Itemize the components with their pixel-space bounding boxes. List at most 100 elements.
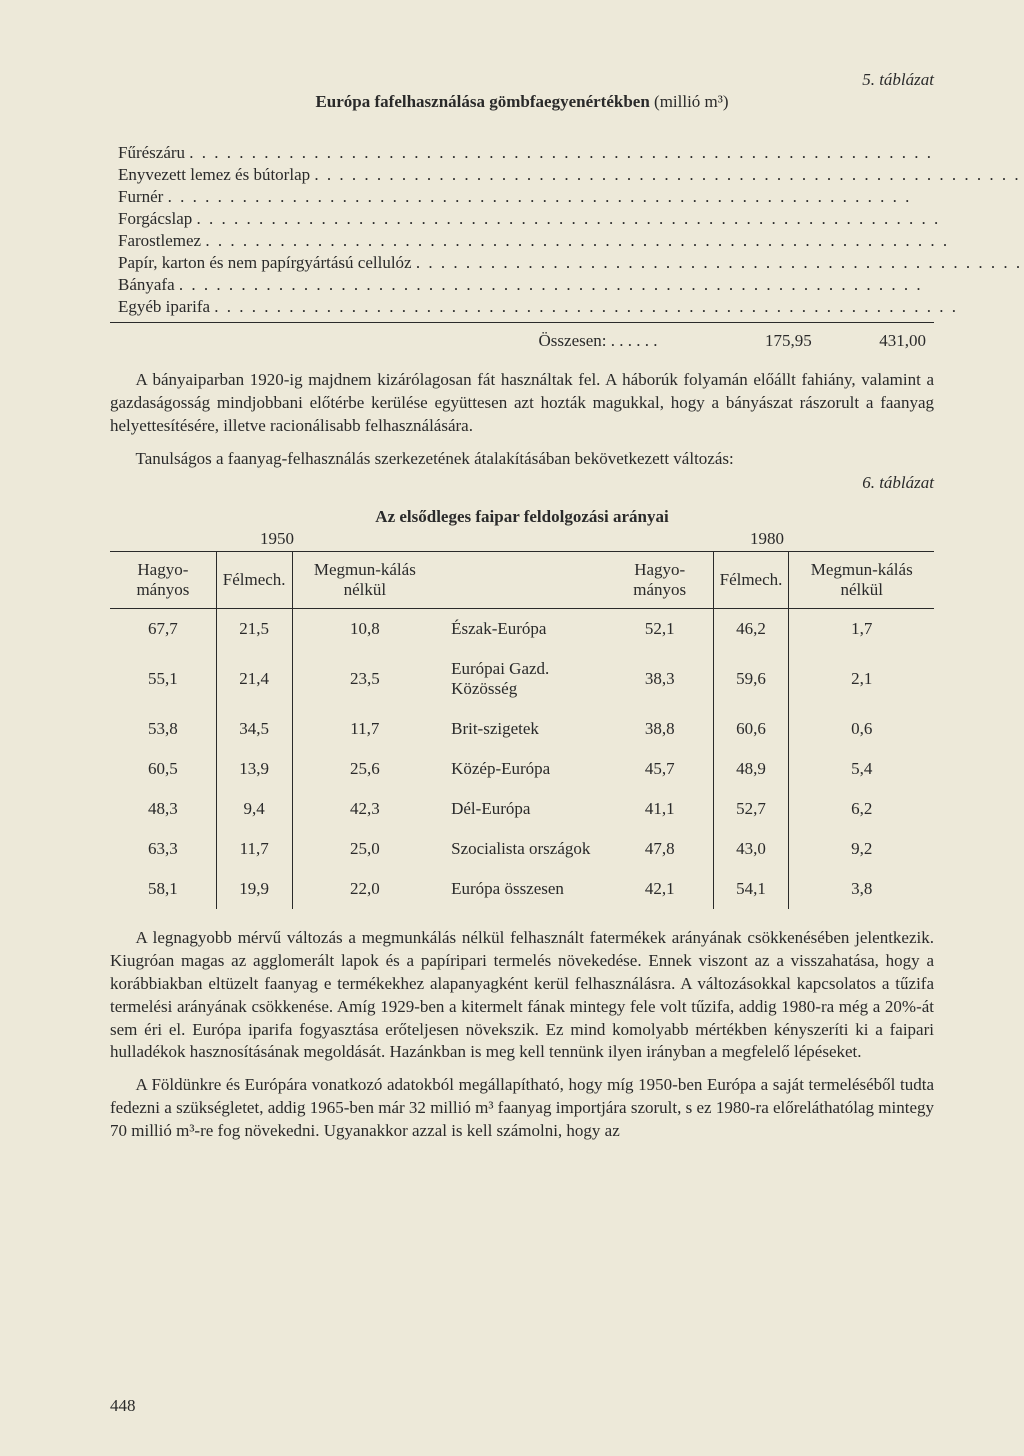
table6-cell: 58,1: [110, 869, 216, 909]
table6-region-cell: Európai Gazd. Közösség: [437, 649, 607, 709]
table6-row: 55,121,423,5Európai Gazd. Közösség38,359…: [110, 649, 934, 709]
table5-row: Forgácslap —,—23,61: [110, 208, 1024, 230]
table5-title: Európa fafelhasználása gömbfaegyenértékb…: [110, 92, 934, 112]
table6-cell: 11,7: [292, 709, 437, 749]
table6-cell: 54,1: [713, 869, 789, 909]
table6-cell: 5,4: [789, 749, 934, 789]
table6-cell: 6,2: [789, 789, 934, 829]
table5-row-label: Papír, karton és nem papírgyártású cellu…: [110, 252, 1024, 274]
table6-row: 67,721,510,8Észak-Európa52,146,21,7: [110, 608, 934, 649]
table6-region-cell: Dél-Európa: [437, 789, 607, 829]
table5-row-label: Forgácslap: [110, 208, 1024, 230]
table5-title-a: Európa fafelhasználása gömbfaegyenértékb…: [315, 92, 649, 111]
table6-cell: 3,8: [789, 869, 934, 909]
table5-row: Enyvezett lemez és bútorlap 3,3113,44: [110, 164, 1024, 186]
table6-cell: 1,7: [789, 608, 934, 649]
table6-year2: 1980: [750, 529, 784, 549]
table5-label: 5. táblázat: [110, 70, 934, 90]
table6-row: 58,119,922,0Európa összesen42,154,13,8: [110, 869, 934, 909]
table5-total-row: Összesen: . . . . . . 175,95 431,00: [110, 331, 934, 351]
table6-region-cell: Brit-szigetek: [437, 709, 607, 749]
table6-h-hagyo1: Hagyo-mányos: [110, 551, 216, 608]
table5: 1950 1980 Fűrészáru 98,31163,95Enyvezett…: [110, 118, 1024, 318]
table5-row-label: Furnér: [110, 186, 1024, 208]
table6-cell: 0,6: [789, 709, 934, 749]
paragraph-1: A bányaiparban 1920-ig majdnem kizárólag…: [110, 369, 934, 438]
table5-row: Papír, karton és nem papírgyártású cellu…: [110, 252, 1024, 274]
table6-cell: 48,3: [110, 789, 216, 829]
table6-cell: 21,5: [216, 608, 292, 649]
table5-row: Egyéb iparifa 22,909,00: [110, 296, 1024, 318]
table6-row: 53,834,511,7Brit-szigetek38,860,60,6: [110, 709, 934, 749]
table6-cell: 42,1: [607, 869, 713, 909]
table6-cell: 60,5: [110, 749, 216, 789]
table6-cell: 21,4: [216, 649, 292, 709]
table6-title: Az elsődleges faipar feldolgozási aránya…: [110, 507, 934, 527]
table6-cell: 52,1: [607, 608, 713, 649]
table6-cell: 52,7: [713, 789, 789, 829]
table5-row-label: Egyéb iparifa: [110, 296, 1024, 318]
table6: Hagyo-mányos Félmech. Megmun-kálás nélkü…: [110, 551, 934, 909]
table6-cell: 38,8: [607, 709, 713, 749]
table6-h-felmech2: Félmech.: [713, 551, 789, 608]
table6-region-cell: Közép-Európa: [437, 749, 607, 789]
table6-cell: 25,6: [292, 749, 437, 789]
table6-cell: 19,9: [216, 869, 292, 909]
table6-cell: 53,8: [110, 709, 216, 749]
table5-row: Furnér 0,684,22: [110, 186, 1024, 208]
table6-cell: 10,8: [292, 608, 437, 649]
paragraph-4: A Földünkre és Európára vonatkozó adatok…: [110, 1074, 934, 1143]
table6-row: 63,311,725,0Szocialista országok47,843,0…: [110, 829, 934, 869]
table6-cell: 11,7: [216, 829, 292, 869]
table6-cell: 9,2: [789, 829, 934, 869]
table6-year1: 1950: [260, 529, 294, 549]
table6-cell: 45,7: [607, 749, 713, 789]
table5-title-b: (millió m³): [654, 92, 729, 111]
table6-cell: 13,9: [216, 749, 292, 789]
table6-cell: 55,1: [110, 649, 216, 709]
document-page: 5. táblázat Európa fafelhasználása gömbf…: [0, 0, 1024, 1456]
table5-row-label: Fűrészáru: [110, 142, 1024, 164]
table5-total-v2: 431,00: [816, 331, 926, 351]
table6-cell: 63,3: [110, 829, 216, 869]
table6-h-megmun1: Megmun-kálás nélkül: [292, 551, 437, 608]
table6-cell: 38,3: [607, 649, 713, 709]
table6-row: 60,513,925,6Közép-Európa45,748,95,4: [110, 749, 934, 789]
table6-cell: 34,5: [216, 709, 292, 749]
table6-cell: 23,5: [292, 649, 437, 709]
table6-cell: 59,6: [713, 649, 789, 709]
paragraph-3: A legnagyobb mérvű változás a megmunkálá…: [110, 927, 934, 1065]
table6-cell: 47,8: [607, 829, 713, 869]
table5-total-label: Összesen: . . . . . .: [539, 331, 658, 351]
table6-cell: 2,1: [789, 649, 934, 709]
table6-region-cell: Szocialista országok: [437, 829, 607, 869]
table6-h-megmun2: Megmun-kálás nélkül: [789, 551, 934, 608]
table5-separator: [110, 322, 934, 323]
table6-h-hagyo2: Hagyo-mányos: [607, 551, 713, 608]
table5-row: Bányafa 15,747,10: [110, 274, 1024, 296]
table6-label: 6. táblázat: [110, 473, 934, 493]
table6-cell: 43,0: [713, 829, 789, 869]
table5-row-label: Enyvezett lemez és bútorlap: [110, 164, 1024, 186]
table6-cell: 67,7: [110, 608, 216, 649]
table6-region-cell: Észak-Európa: [437, 608, 607, 649]
paragraph-2: Tanulságos a faanyag-felhasználás szerke…: [110, 448, 934, 471]
table6-row: 48,39,442,3Dél-Európa41,152,76,2: [110, 789, 934, 829]
table6-cell: 9,4: [216, 789, 292, 829]
table6-h-felmech1: Félmech.: [216, 551, 292, 608]
table5-row-label: Bányafa: [110, 274, 1024, 296]
table6-cell: 41,1: [607, 789, 713, 829]
table5-row-label: Farostlemez: [110, 230, 1024, 252]
table6-year-row: 1950 1980: [110, 529, 934, 551]
table6-cell: 46,2: [713, 608, 789, 649]
table6-cell: 25,0: [292, 829, 437, 869]
table6-cell: 22,0: [292, 869, 437, 909]
table6-cell: 60,6: [713, 709, 789, 749]
table5-row: Farostlemez 1,569,55: [110, 230, 1024, 252]
table6-cell: 42,3: [292, 789, 437, 829]
table6-cell: 48,9: [713, 749, 789, 789]
table6-h-region: [437, 551, 607, 608]
table5-total-v1: 175,95: [702, 331, 812, 351]
table6-region-cell: Európa összesen: [437, 869, 607, 909]
table5-row: Fűrészáru 98,31163,95: [110, 142, 1024, 164]
